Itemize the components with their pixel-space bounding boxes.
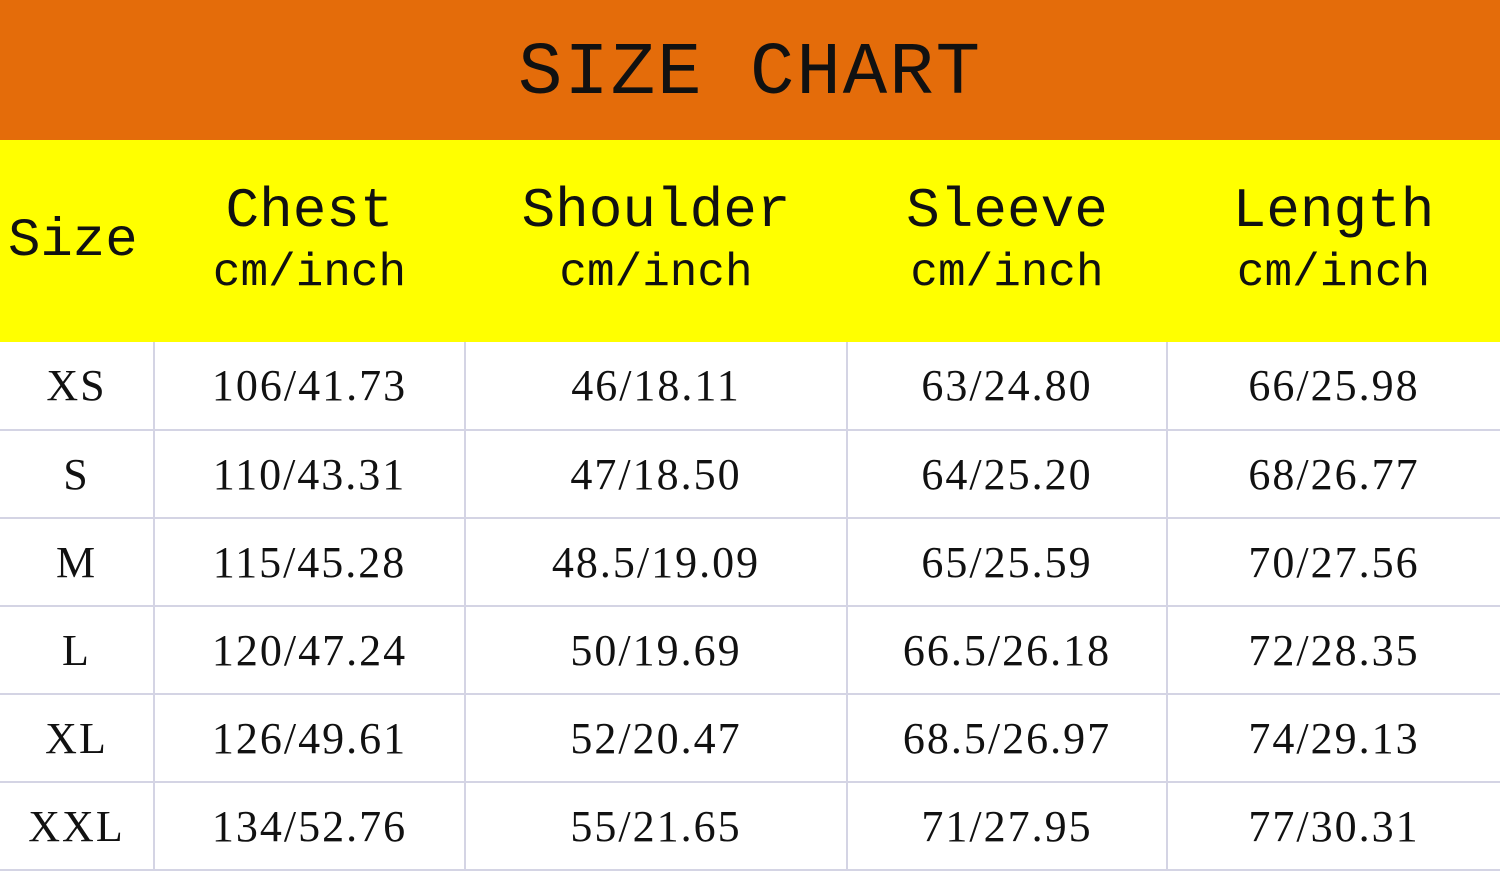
cell-chest: 120/47.24: [153, 605, 466, 695]
cell-length: 77/30.31: [1166, 781, 1500, 871]
cell-shoulder: 48.5/19.09: [464, 517, 848, 607]
cell-shoulder: 50/19.69: [464, 605, 848, 695]
cell-sleeve: 71/27.95: [846, 781, 1168, 871]
header-unit: cm/inch: [212, 247, 407, 299]
header-sleeve: Sleeve cm/inch: [847, 140, 1167, 342]
cell-sleeve: 66.5/26.18: [846, 605, 1168, 695]
cell-size: XS: [0, 342, 155, 431]
cell-sleeve: 63/24.80: [846, 342, 1168, 431]
header-length: Length cm/inch: [1167, 140, 1500, 342]
cell-size: XL: [0, 693, 155, 783]
cell-length: 72/28.35: [1166, 605, 1500, 695]
cell-sleeve: 65/25.59: [846, 517, 1168, 607]
cell-size: S: [0, 429, 155, 519]
cell-shoulder: 47/18.50: [464, 429, 848, 519]
cell-chest: 126/49.61: [153, 693, 466, 783]
header-size: Size: [8, 210, 138, 272]
table-row: XS 106/41.73 46/18.11 63/24.80 66/25.98: [0, 342, 1500, 431]
cell-shoulder: 55/21.65: [464, 781, 848, 871]
title-band: SIZE CHART: [0, 0, 1500, 140]
page-title: SIZE CHART: [517, 32, 983, 116]
header-label: Chest: [225, 179, 394, 243]
cell-chest: 115/45.28: [153, 517, 466, 607]
cell-size: XXL: [0, 781, 155, 871]
header-shoulder: Shoulder cm/inch: [465, 140, 847, 342]
cell-size: M: [0, 517, 155, 607]
header-chest: Chest cm/inch: [154, 140, 465, 342]
header-row: Size Chest cm/inch Shoulder cm/inch Sleeve…: [0, 140, 1500, 342]
cell-chest: 106/41.73: [153, 342, 466, 431]
cell-shoulder: 52/20.47: [464, 693, 848, 783]
cell-shoulder: 46/18.11: [464, 342, 848, 431]
table-row: M 115/45.28 48.5/19.09 65/25.59 70/27.56: [0, 517, 1500, 607]
table-row: XL 126/49.61 52/20.47 68.5/26.97 74/29.13: [0, 693, 1500, 783]
cell-sleeve: 68.5/26.97: [846, 693, 1168, 783]
cell-chest: 110/43.31: [153, 429, 466, 519]
header-unit: cm/inch: [1236, 247, 1431, 299]
cell-size: L: [0, 605, 155, 695]
table-row: XXL 134/52.76 55/21.65 71/27.95 77/30.31: [0, 781, 1500, 871]
size-table: Size Chest cm/inch Shoulder cm/inch Sleeve…: [0, 140, 1500, 871]
table-row: L 120/47.24 50/19.69 66.5/26.18 72/28.35: [0, 605, 1500, 695]
header-unit: cm/inch: [910, 247, 1104, 299]
cell-chest: 134/52.76: [153, 781, 466, 871]
cell-length: 74/29.13: [1166, 693, 1500, 783]
header-unit: cm/inch: [559, 247, 753, 299]
header-label: Shoulder: [521, 179, 791, 243]
cell-length: 66/25.98: [1166, 342, 1500, 431]
cell-length: 70/27.56: [1166, 517, 1500, 607]
cell-length: 68/26.77: [1166, 429, 1500, 519]
header-label: Sleeve: [906, 179, 1108, 243]
cell-sleeve: 64/25.20: [846, 429, 1168, 519]
header-label: Length: [1232, 179, 1435, 243]
table-row: S 110/43.31 47/18.50 64/25.20 68/26.77: [0, 429, 1500, 519]
